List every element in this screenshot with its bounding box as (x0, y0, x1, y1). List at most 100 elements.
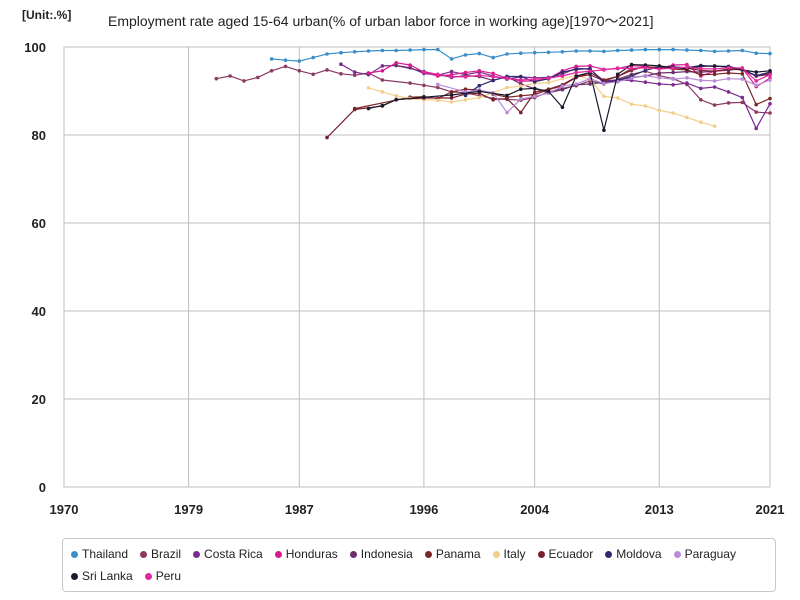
data-point-sri-lanka (754, 70, 758, 74)
data-point-paraguay (740, 77, 745, 81)
data-point-thailand (768, 51, 772, 56)
data-point-sri-lanka (519, 87, 523, 91)
legend-swatch (193, 550, 201, 558)
data-point-paraguay (560, 84, 565, 88)
legend-item: Panama (424, 547, 481, 561)
x-tick-label: 1979 (174, 502, 203, 517)
data-point-indonesia (588, 82, 592, 86)
data-point-brazil (740, 100, 745, 105)
legend-swatch (424, 550, 432, 558)
data-point-panama (754, 102, 758, 107)
data-point-thailand (283, 58, 288, 62)
data-point-paraguay (505, 110, 509, 115)
y-tick-label: 0 (39, 480, 46, 495)
data-point-brazil (325, 68, 329, 72)
data-point-sri-lanka (657, 64, 662, 68)
data-point-brazil (228, 74, 232, 78)
legend-label: Sri Lanka (82, 569, 133, 583)
data-point-peru (436, 72, 440, 77)
legend-swatch (673, 550, 681, 558)
legend-label: Paraguay (684, 547, 736, 561)
data-point-italy (643, 104, 648, 108)
data-point-peru (629, 66, 634, 71)
data-point-brazil (297, 69, 302, 73)
data-point-thailand (491, 55, 495, 60)
data-point-moldova (560, 70, 565, 74)
legend-swatch (492, 550, 500, 558)
data-point-peru (726, 65, 731, 70)
x-tick-label: 2021 (756, 502, 785, 517)
data-point-peru (449, 74, 454, 79)
legend-swatch (140, 550, 148, 558)
series-thailand (269, 47, 772, 63)
data-point-thailand (699, 48, 703, 53)
data-point-indonesia (394, 63, 399, 68)
data-point-paraguay (768, 78, 772, 82)
data-point-thailand (560, 50, 565, 54)
data-point-peru (657, 67, 662, 71)
data-point-paraguay (712, 79, 717, 83)
data-point-costa-rica (671, 83, 675, 87)
data-point-brazil (768, 111, 772, 115)
legend-row: Thailand Brazil Costa Rica Honduras Indonesi… (71, 543, 767, 565)
data-point-peru (699, 66, 703, 71)
data-point-panama (740, 72, 745, 76)
x-tick-label: 1996 (409, 502, 438, 517)
data-point-panama (712, 72, 717, 77)
data-point-ecuador (449, 96, 454, 100)
data-point-panama (519, 94, 523, 98)
series-italy (366, 73, 717, 128)
data-point-thailand (339, 50, 343, 55)
data-point-brazil (754, 110, 758, 114)
legend-label: Ecuador (548, 547, 594, 561)
data-point-italy (449, 100, 454, 104)
data-point-paraguay (532, 94, 537, 99)
data-point-italy (712, 124, 717, 128)
data-point-italy (699, 120, 703, 124)
legend-item: Peru (144, 569, 181, 583)
data-point-peru (588, 69, 592, 73)
data-point-peru (463, 75, 468, 79)
data-point-panama (449, 90, 454, 94)
data-point-thailand (325, 52, 329, 56)
x-tick-label: 2004 (520, 502, 550, 517)
data-point-thailand (505, 52, 509, 56)
data-point-italy (546, 80, 551, 85)
data-point-sri-lanka (712, 64, 717, 68)
data-point-sri-lanka (380, 103, 385, 108)
data-point-sri-lanka (560, 105, 565, 110)
data-point-thailand (269, 57, 274, 61)
data-point-costa-rica (754, 126, 758, 131)
legend-item: Paraguay (673, 547, 736, 561)
y-tick-label: 40 (32, 304, 46, 319)
data-point-thailand (366, 49, 371, 53)
data-point-paraguay (574, 82, 578, 86)
data-point-sri-lanka (615, 72, 620, 77)
chart-title: Employment rate aged 15-64 urban(% of ur… (108, 13, 654, 29)
series-line-peru (423, 66, 771, 82)
data-point-peru (768, 72, 772, 77)
data-point-sri-lanka (532, 86, 537, 91)
data-point-peru (615, 66, 620, 70)
data-point-brazil (380, 78, 385, 82)
legend-swatch (274, 550, 282, 558)
data-point-paraguay (615, 80, 620, 84)
data-point-honduras (380, 69, 385, 73)
data-point-paraguay (643, 73, 648, 78)
data-point-paraguay (602, 81, 606, 86)
data-point-indonesia (671, 70, 675, 75)
series-line-sri-lanka (368, 63, 771, 131)
data-point-brazil (269, 69, 274, 73)
data-point-thailand (588, 49, 592, 53)
x-tick-label: 1970 (50, 502, 79, 517)
data-point-thailand (352, 50, 357, 54)
data-point-paraguay (657, 76, 662, 80)
data-point-paraguay (436, 82, 440, 87)
series-line-italy (368, 74, 715, 127)
data-point-thailand (685, 48, 689, 52)
plot-border (63, 46, 771, 488)
unit-label: [Unit:.%] (22, 8, 72, 22)
data-point-italy (505, 85, 509, 90)
data-point-brazil (214, 76, 219, 81)
data-point-italy (602, 94, 606, 99)
